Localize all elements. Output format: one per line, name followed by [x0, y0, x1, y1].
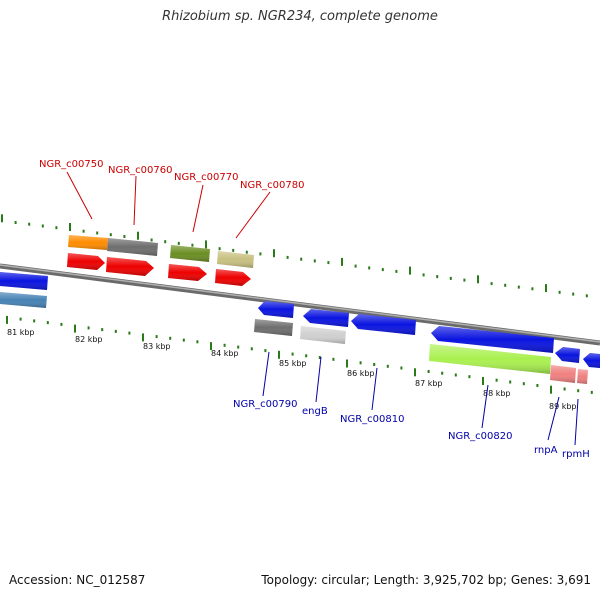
kbp-label: 84 kbp [211, 349, 239, 358]
gene-ngr-c00810[interactable] [351, 314, 416, 335]
feature-ngr-c00790-lower[interactable] [254, 319, 293, 336]
kbp-label: 81 kbp [7, 328, 35, 337]
feature-engb-lower[interactable] [300, 326, 346, 344]
bottom-leader-lines [262, 351, 579, 446]
gene-ngr-c00790[interactable] [258, 301, 294, 318]
feature-ngr-c00780-upper[interactable] [217, 251, 254, 268]
gene-rnpa[interactable] [555, 347, 580, 363]
gene-ngr-c00750[interactable] [67, 253, 105, 270]
top-leader-lines [66, 171, 271, 239]
bottom-gene-labels: NGR_c00790 engB NGR_c00810 NGR_c00820 rn… [233, 399, 590, 460]
gene-label-ngr-c00750: NGR_c00750 [39, 159, 104, 170]
feature-ngr-c00770-upper[interactable] [170, 245, 210, 262]
topology-text: Topology: circular; Length: 3,925,702 bp… [261, 573, 591, 587]
gene-label-ngr-c00780: NGR_c00780 [240, 180, 305, 191]
gene-ngr-c00780[interactable] [215, 269, 251, 286]
kbp-label: 88 kbp [483, 389, 511, 398]
feature-ngr-c00760-upper[interactable] [107, 238, 158, 256]
gene-label-rpmh: rpmH [562, 449, 590, 460]
gene-label-ngr-c00760: NGR_c00760 [108, 165, 173, 176]
gene-label-ngr-c00820: NGR_c00820 [448, 431, 513, 442]
gene-rpmh[interactable] [583, 353, 600, 368]
feature-rpmh-lower[interactable] [577, 369, 588, 384]
gene-left-edge-blue[interactable] [0, 272, 48, 290]
gene-label-engb: engB [302, 406, 328, 417]
feature-ngr-c00820-lower[interactable] [429, 344, 551, 374]
genome-backbone [0, 263, 600, 346]
gene-ngr-c00820[interactable] [431, 326, 554, 353]
gene-engb[interactable] [303, 309, 349, 327]
feature-rnpa-lower[interactable] [550, 365, 576, 383]
kbp-label: 82 kbp [75, 335, 103, 344]
feature-left-edge-steelblue[interactable] [0, 292, 47, 308]
gene-label-ngr-c00790: NGR_c00790 [233, 399, 298, 410]
gene-label-ngr-c00770: NGR_c00770 [174, 172, 239, 183]
kbp-label: 83 kbp [143, 342, 171, 351]
feature-ngr-c00750-upper[interactable] [68, 235, 108, 250]
accession-text: Accession: NC_012587 [9, 573, 146, 587]
gene-label-ngr-c00810: NGR_c00810 [340, 414, 405, 425]
lower-tick-row [6, 315, 593, 394]
kbp-scale: 81 kbp 82 kbp 83 kbp 84 kbp 85 kbp 86 kb… [7, 328, 577, 411]
upper-tick-row [1, 214, 588, 298]
gene-ngr-c00770[interactable] [168, 264, 207, 281]
genome-title: Rhizobium sp. NGR234, complete genome [162, 9, 438, 24]
kbp-label: 85 kbp [279, 359, 307, 368]
kbp-label: 89 kbp [549, 402, 577, 411]
top-gene-labels: NGR_c00750 NGR_c00760 NGR_c00770 NGR_c00… [39, 159, 305, 191]
kbp-label: 87 kbp [415, 379, 443, 388]
gene-ngr-c00760[interactable] [106, 257, 154, 276]
gene-label-rnpa: rnpA [534, 445, 558, 456]
kbp-label: 86 kbp [347, 369, 375, 378]
